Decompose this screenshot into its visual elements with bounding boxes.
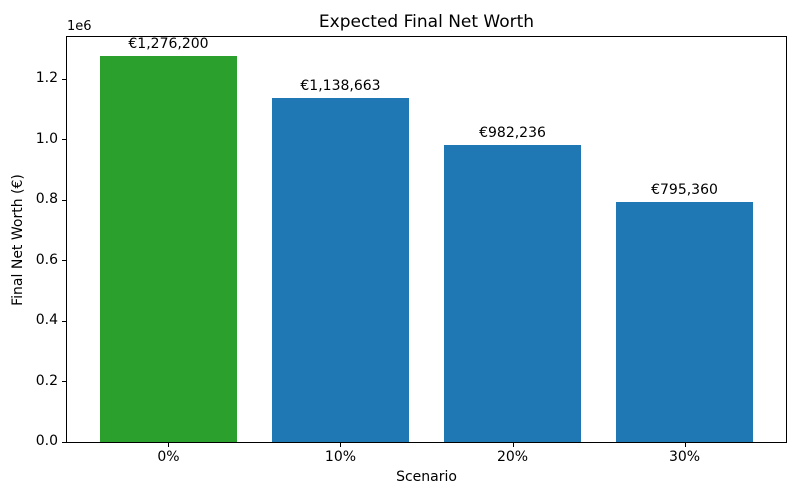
y-axis-label: Final Net Worth (€)	[10, 174, 26, 306]
bar-value-label: €982,236	[479, 125, 546, 142]
y-tick-mark	[62, 320, 66, 322]
y-tick-label: 0.4	[35, 312, 58, 329]
y-axis-offset-label: 1e6	[67, 19, 92, 34]
plot-area: €1,276,200 €1,138,663 €982,236 €795,360	[66, 36, 787, 443]
y-tick-label: 0.6	[35, 251, 58, 268]
y-tick-label: 0.0	[35, 433, 58, 449]
y-tick-mark	[62, 441, 66, 443]
y-tick-mark	[62, 260, 66, 262]
y-tick-label: 0.2	[35, 372, 58, 389]
bar-30%	[615, 201, 754, 442]
bar-value-label: €1,276,200	[128, 36, 209, 53]
chart-title: Expected Final Net Worth	[318, 12, 535, 32]
x-tick-mark	[512, 443, 514, 447]
x-tick-label: 30%	[668, 449, 701, 465]
y-tick-mark	[62, 139, 66, 141]
x-tick-mark	[684, 443, 686, 447]
x-tick-label: 10%	[324, 449, 357, 465]
y-tick-mark	[62, 199, 66, 201]
y-tick-label: 1.0	[35, 130, 58, 147]
y-tick-label: 0.8	[35, 191, 58, 208]
bar-value-label: €1,138,663	[300, 77, 381, 94]
bar-value-label: €795,360	[651, 181, 718, 198]
bar-20%	[443, 145, 582, 442]
x-tick-mark	[168, 443, 170, 447]
y-tick-mark	[62, 78, 66, 80]
x-tick-label: 0%	[157, 449, 180, 465]
x-tick-label: 20%	[496, 449, 529, 465]
x-axis-label: Scenario	[396, 469, 457, 485]
y-tick-mark	[62, 381, 66, 383]
x-tick-mark	[340, 443, 342, 447]
bar-0%	[99, 56, 238, 442]
y-tick-label: 1.2	[35, 70, 58, 87]
bar-10%	[271, 97, 410, 442]
